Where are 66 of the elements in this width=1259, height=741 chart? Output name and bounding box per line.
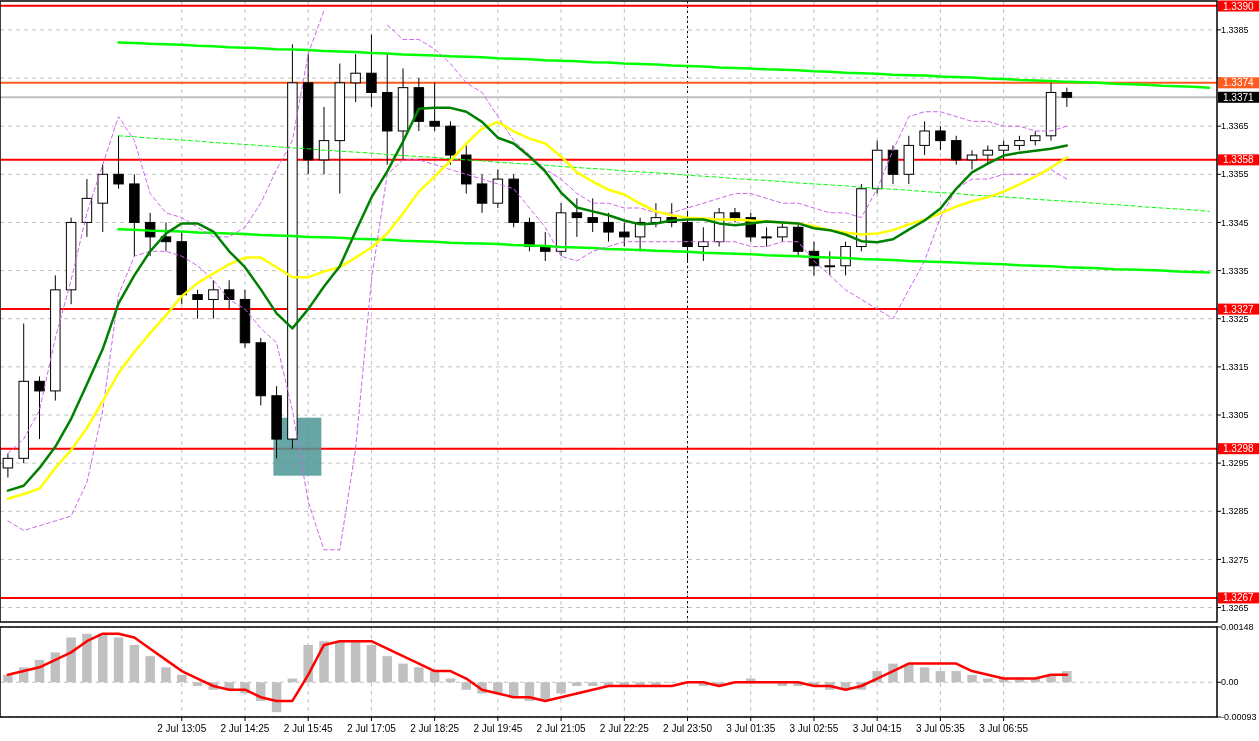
x-tick-label: 3 Jul 02:55 [789, 723, 839, 734]
candlestick [113, 135, 124, 190]
y-tick-label: 1.3335 [1221, 265, 1249, 276]
x-tick-label: 2 Jul 22:25 [599, 723, 650, 734]
candlestick [603, 212, 614, 243]
candlestick [840, 241, 851, 276]
candlestick [476, 173, 488, 214]
y-tick-label: 0.00148 [1221, 622, 1254, 633]
y-tick-label: 1.3265 [1221, 602, 1249, 613]
y-tick-label: 1.3355 [1221, 169, 1249, 180]
y-tick-label: 1.3315 [1221, 362, 1249, 373]
ref-line-label: 1.3390 [1223, 0, 1255, 12]
x-tick-label: 2 Jul 19:45 [473, 723, 523, 734]
y-tick-label: 1.3345 [1221, 217, 1249, 228]
line-series [118, 135, 1210, 212]
y-tick-label: 1.3325 [1221, 313, 1249, 324]
line-series [6, 632, 1069, 703]
candlestick [935, 125, 946, 151]
line-series [117, 41, 1211, 89]
ref-line-label: 1.3374 [1223, 77, 1255, 89]
ref-line-label: 1.3358 [1223, 154, 1255, 166]
candlestick [1061, 87, 1073, 108]
ref-line-label: 1.3327 [1223, 303, 1255, 315]
y-tick-label: 1.3365 [1221, 121, 1249, 132]
x-tick-label: 2 Jul 15:45 [283, 723, 334, 734]
candlestick [619, 221, 630, 248]
x-tick-label: 3 Jul 06:55 [979, 723, 1029, 734]
candlestick [429, 82, 440, 132]
bar [461, 682, 471, 690]
candlestick [761, 226, 772, 248]
candlestick [192, 289, 203, 320]
x-tick-label: 2 Jul 14:25 [220, 723, 270, 734]
x-tick-label: 2 Jul 13:05 [157, 723, 207, 734]
y-tick-label: 1.3305 [1221, 410, 1249, 421]
candlestick [950, 135, 962, 166]
y-tick-label: 1.3295 [1221, 458, 1249, 469]
y-tick-label: 0.00 [1221, 677, 1239, 688]
ref-line-label: 1.3267 [1223, 592, 1255, 604]
candlestick [366, 34, 377, 108]
candlestick [587, 197, 598, 233]
candlestick [223, 279, 235, 310]
x-tick-label: 3 Jul 05:35 [915, 723, 966, 734]
y-tick-label: 1.3275 [1221, 554, 1249, 565]
candlestick [919, 120, 930, 156]
y-tick-label: -0.00093 [1221, 712, 1257, 723]
x-tick-label: 3 Jul 01:35 [726, 723, 776, 734]
candlestick [571, 197, 583, 238]
x-tick-label: 3 Jul 04:15 [852, 723, 903, 734]
candlestick [208, 279, 219, 320]
candlestick [966, 149, 978, 170]
ref-line-label: 1.3371 [1223, 91, 1255, 103]
candlestick [777, 221, 788, 243]
candlestick [34, 375, 45, 440]
x-tick-label: 2 Jul 23:50 [663, 723, 713, 734]
line-series [7, 159, 1068, 551]
candlestick [318, 106, 330, 175]
candlestick [824, 250, 836, 276]
candlestick [350, 53, 361, 103]
y-tick-label: 1.3285 [1221, 506, 1249, 517]
candlestick [698, 226, 709, 262]
candlestick [998, 140, 1009, 161]
x-tick-label: 2 Jul 21:05 [536, 723, 586, 734]
x-tick-label: 2 Jul 18:25 [410, 723, 460, 734]
y-tick-label: 1.3385 [1221, 25, 1249, 36]
ref-line-label: 1.3298 [1223, 443, 1255, 455]
x-tick-label: 2 Jul 17:05 [346, 723, 397, 734]
